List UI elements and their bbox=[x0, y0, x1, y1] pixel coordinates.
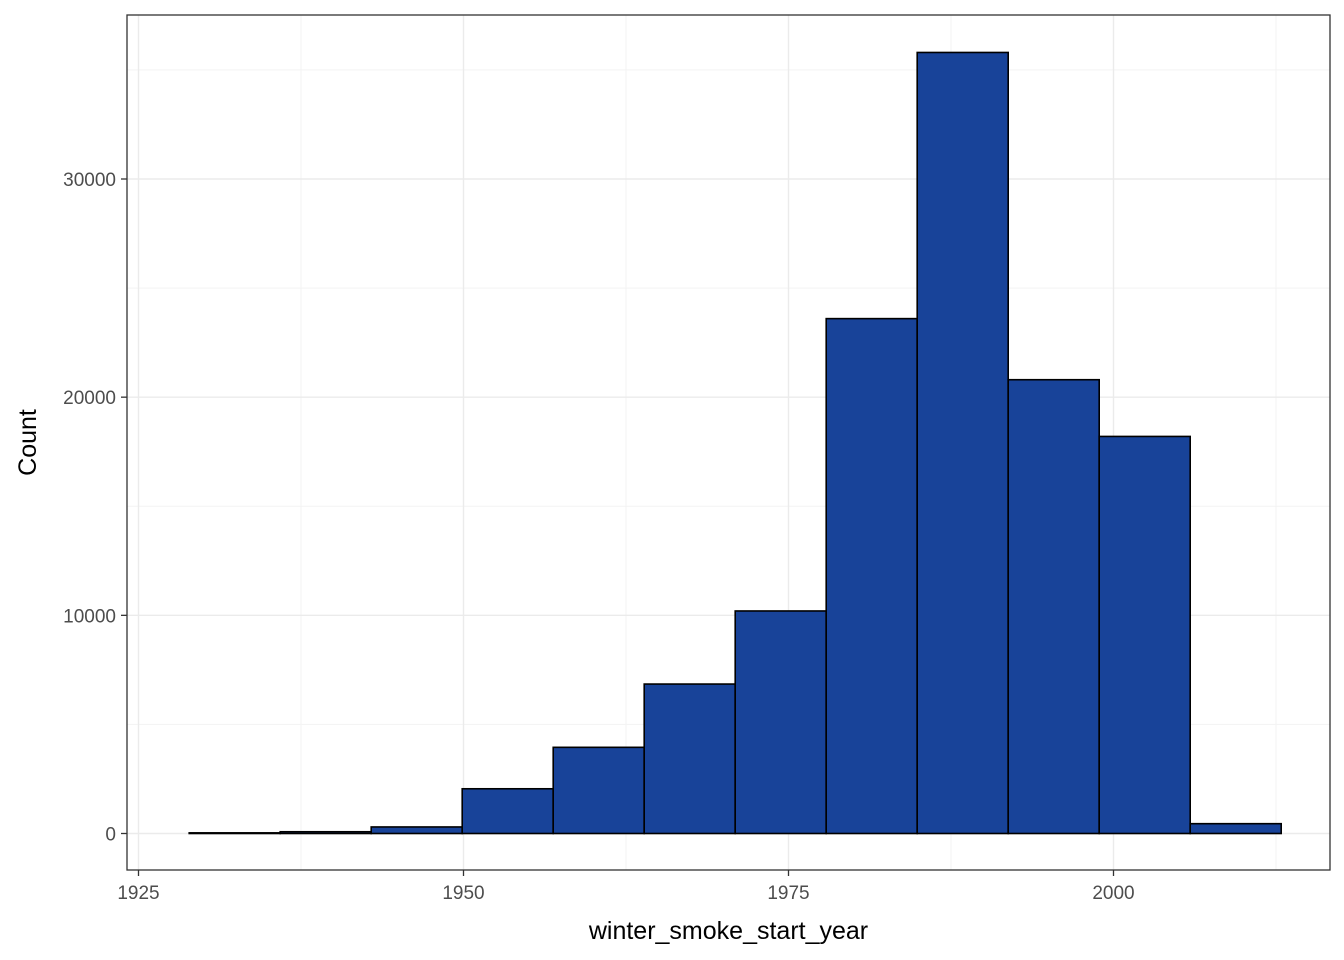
histogram-bars bbox=[188, 51, 1282, 835]
x-axis-title: winter_smoke_start_year bbox=[588, 917, 868, 945]
histogram-bar bbox=[1098, 435, 1191, 835]
histogram-bar bbox=[1007, 378, 1101, 835]
x-tick-label: 1925 bbox=[117, 883, 159, 904]
y-tick-label: 30000 bbox=[63, 170, 116, 191]
y-tick-label: 20000 bbox=[63, 388, 116, 409]
y-axis-ticks: 0 10000 20000 30000 bbox=[63, 170, 127, 846]
x-tick-label: 1975 bbox=[767, 883, 809, 904]
y-axis-title: Count bbox=[14, 409, 42, 476]
histogram-bar bbox=[1189, 822, 1282, 835]
y-tick-label: 0 bbox=[105, 825, 116, 846]
histogram-bar bbox=[643, 683, 737, 835]
x-axis-ticks: 1925 1950 1975 2000 bbox=[117, 870, 1135, 904]
histogram-bar bbox=[552, 746, 646, 835]
x-tick-label: 2000 bbox=[1092, 883, 1134, 904]
x-tick-label: 1950 bbox=[442, 883, 484, 904]
histogram-bar bbox=[825, 317, 919, 835]
y-tick-label: 10000 bbox=[63, 606, 116, 627]
panel-border bbox=[126, 14, 1331, 871]
histogram-bar bbox=[734, 610, 828, 835]
histogram-bar bbox=[279, 830, 373, 835]
histogram-bar bbox=[461, 787, 555, 835]
histogram-bar bbox=[188, 832, 281, 835]
histogram-bar bbox=[370, 826, 464, 835]
histogram-bar bbox=[916, 51, 1010, 835]
